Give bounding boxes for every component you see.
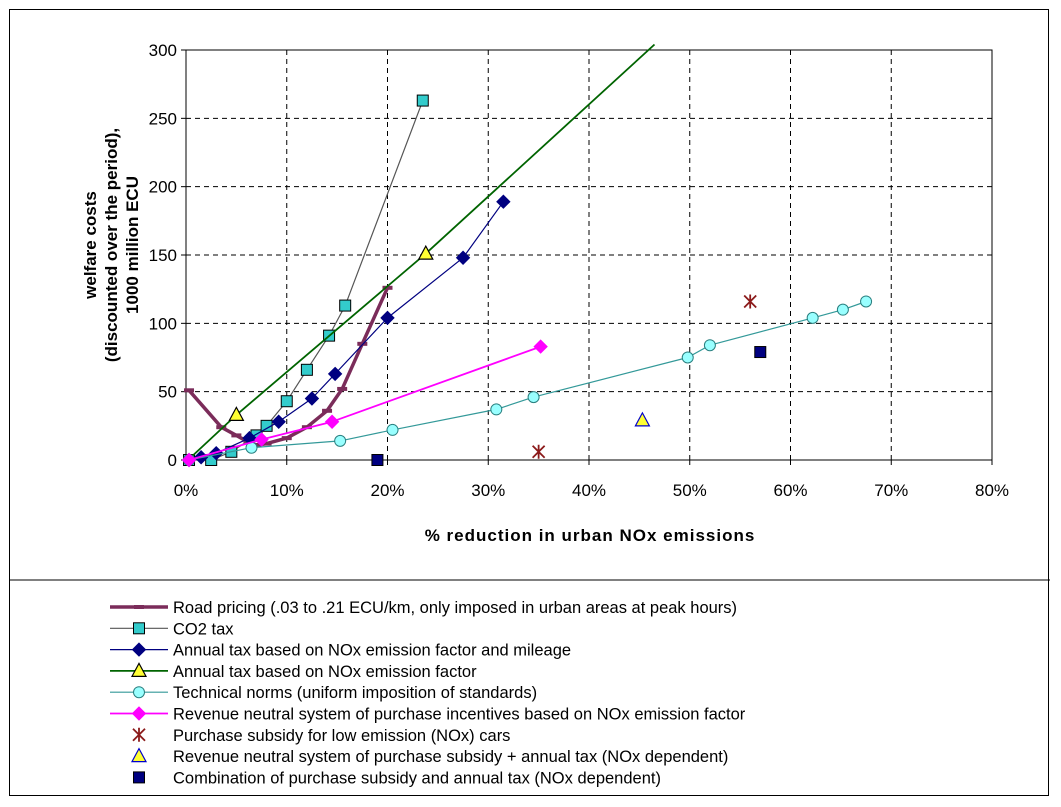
legend-item: Combination of purchase subsidy and annu… [133,769,661,787]
y-axis-title-line-3: 1000 million ECU [123,176,142,314]
legend-item: Annual tax based on NOx emission factor [110,662,477,681]
legend-label: Combination of purchase subsidy and annu… [173,769,661,787]
data-point [681,351,694,364]
legend-label: Annual tax based on NOx emission factor … [173,642,571,660]
legend-marker [131,642,147,657]
series-layer [181,43,873,468]
data-point [860,295,873,308]
axis-labels: welfare costs (discounted over the perio… [81,128,756,545]
data-point [280,395,293,408]
data-point [339,299,352,312]
series-7 [634,411,651,427]
y-tick-label: 150 [149,246,177,265]
series-3 [187,43,656,461]
x-tick-label: 80% [975,481,1009,500]
legend-item: Revenue neutral system of purchase incen… [110,706,746,724]
x-tick-label: 40% [572,481,606,500]
data-point [496,194,511,209]
y-tick-label: 50 [158,383,177,402]
data-point [327,366,343,382]
x-tick-label: 10% [270,481,304,500]
y-tick-label: 300 [149,41,177,60]
legend: Road pricing (.03 to .21 ECU/km, only im… [110,599,746,787]
legend-label: Purchase subsidy for low emission (NOx) … [173,727,510,745]
legend-label: Technical norms (uniform imposition of s… [173,684,537,702]
data-point [324,414,340,429]
legend-marker [130,662,148,677]
legend-item: Road pricing (.03 to .21 ECU/km, only im… [110,599,737,617]
legend-label: CO2 tax [173,620,234,638]
data-point [254,432,269,447]
data-point [181,452,197,468]
series-line [188,201,504,461]
legend-item: Technical norms (uniform imposition of s… [110,684,537,702]
chart-frame: 0 50 100 150 200 250 300 0% 10% 20% 30% 40% 50% 60% 70… [9,9,1050,796]
legend-label: Revenue neutral system of purchase subsi… [173,748,728,766]
legend-marker [133,622,145,635]
series-line [189,100,424,461]
data-point [806,311,819,324]
y-tick-label: 200 [149,178,177,197]
data-point [417,244,434,260]
y-tick-label: 0 [168,451,177,470]
x-tick-label: 50% [673,481,707,500]
data-point [455,250,471,265]
data-point [703,339,716,352]
legend-item: CO2 tax [110,620,234,638]
data-point [531,444,546,459]
y-axis-title-line-2: (discounted over the period), [102,128,121,362]
legend-label: Revenue neutral system of purchase incen… [173,706,746,724]
legend-label: Annual tax based on NOx emission factor [173,663,477,681]
axes: 0 50 100 150 200 250 300 0% 10% 20% 30% 40% 50% 60% 70… [149,41,1009,500]
legend-item: Purchase subsidy for low emission (NOx) … [132,727,510,745]
y-tick-label: 100 [149,314,177,333]
data-point [634,411,651,427]
data-point [271,414,286,429]
legend-marker [132,727,146,742]
series-line [187,43,656,461]
data-point [304,391,320,406]
legend-label: Road pricing (.03 to .21 ECU/km, only im… [173,599,737,617]
series-2 [181,194,511,468]
legend-item: Revenue neutral system of purchase subsi… [130,747,728,766]
y-tick-label: 250 [149,109,177,128]
data-point [334,434,347,447]
x-tick-label: 60% [773,481,807,500]
legend-marker [133,771,145,784]
data-point [300,363,313,376]
data-point [743,294,757,309]
data-point [490,403,503,416]
data-point [527,391,540,404]
series-1 [183,94,429,466]
x-tick-label: 20% [370,481,404,500]
series-line [188,345,541,461]
chart-svg: 0 50 100 150 200 250 300 0% 10% 20% 30% 40% 50% 60% 70… [10,41,1050,787]
x-tick-label: 70% [874,481,908,500]
x-tick-label: 0% [174,481,199,500]
data-point [754,346,767,359]
series-6 [531,294,757,459]
data-point [380,310,395,326]
series-8 [371,346,767,466]
data-point [228,406,245,421]
series-5 [181,339,548,468]
legend-marker [130,747,148,763]
data-point [836,303,849,316]
series-0 [184,285,393,447]
data-point [416,94,429,107]
legend-marker [131,706,147,721]
legend-item: Annual tax based on NOx emission factor … [110,642,571,660]
data-point [386,423,399,436]
legend-marker [133,686,145,699]
y-axis-title-line-1: welfare costs [81,191,100,300]
x-tick-label: 30% [471,481,505,500]
x-axis-title: % reduction in urban NOx emissions [425,526,756,545]
data-point [533,339,548,354]
data-point [371,454,384,466]
